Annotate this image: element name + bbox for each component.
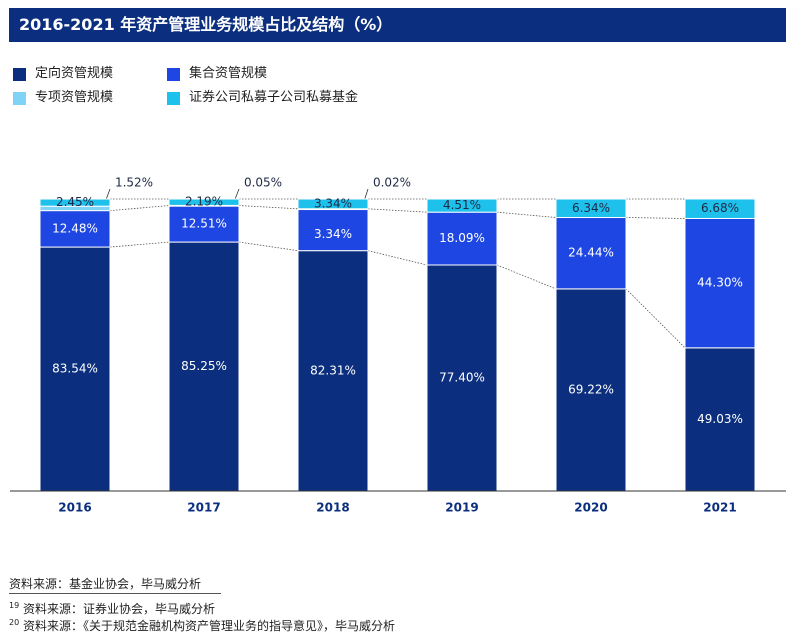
bar-labels: 83.54% 12.48% 2.45% 85.25% 12.51% 2.19% 82.31%…: [52, 176, 743, 426]
legend-item-collective: 集合资管规模: [167, 65, 267, 83]
data-label-directional-2021: 49.03%: [697, 412, 743, 426]
bar-segment-2018-s3: [297, 198, 369, 210]
legend-item-directional: 定向资管规模: [13, 65, 113, 83]
x-tick-label-2018: 2018: [316, 501, 349, 515]
bar-segment-2018-s1: [297, 208, 369, 252]
legend-label-special: 专项资管规模: [35, 90, 114, 105]
legend-label-private-fund: 证券公司私募子公司私募基金: [189, 90, 359, 105]
legend-swatch-collective: [167, 67, 180, 81]
x-tick-label-2017: 2017: [187, 501, 220, 515]
legend-swatch-directional: [13, 67, 26, 81]
bar-segment-2021-s1: [684, 217, 756, 349]
bar-segment-2020-s1: [555, 217, 627, 290]
bar-segment-2017-s3: [168, 198, 240, 206]
data-label-special-2017: 0.05%: [244, 176, 282, 190]
footnote-20: 20 资料来源：《关于规范金融机构资产管理业务的指导意见》，毕马威分析: [9, 617, 395, 634]
bar-segment-2021-s0: [684, 347, 756, 492]
connector-line-0-2: [109, 205, 170, 212]
legend-label-collective: 集合资管规模: [189, 66, 268, 81]
x-tick-label-2021: 2021: [703, 501, 736, 515]
data-label-private-fund-2020: 6.34%: [572, 201, 610, 215]
legend-swatch-private-fund: [167, 91, 180, 105]
data-label-special-2016: 1.52%: [115, 176, 153, 190]
source-divider: [9, 593, 221, 594]
data-label-collective-2018: 3.34%: [314, 227, 352, 241]
stacked-bar-chart: 83.54% 12.48% 2.45% 85.25% 12.51% 2.19% 82.31%…: [10, 176, 786, 515]
footnote-19-mark: 19: [9, 601, 20, 610]
connector-line-4-1: [625, 288, 686, 349]
data-label-collective-2021: 44.30%: [697, 276, 743, 290]
bar-segment-2019-s1: [426, 211, 498, 266]
bar-segment-2021-s3: [684, 198, 756, 219]
bar-segment-2018-s0: [297, 250, 369, 492]
x-tick-label-2016: 2016: [58, 501, 91, 515]
bar-segment-2019-s0: [426, 264, 498, 492]
data-label-special-2018: 0.02%: [373, 176, 411, 190]
footnote-20-mark: 20: [9, 618, 20, 627]
data-label-directional-2019: 77.40%: [439, 370, 485, 384]
connector-line-3-2: [496, 211, 557, 218]
bar-segments: [39, 198, 756, 492]
bar-segment-2016-s0: [39, 246, 111, 492]
bar-segment-2016-s3: [39, 198, 111, 207]
data-label-collective-2016: 12.48%: [52, 221, 98, 235]
x-tick-label-2020: 2020: [574, 501, 607, 515]
connector-line-3-1: [496, 264, 557, 290]
legend-label-directional: 定向资管规模: [35, 66, 114, 81]
data-label-private-fund-2019: 4.51%: [443, 198, 481, 212]
data-label-directional-2020: 69.22%: [568, 382, 614, 396]
x-tick-label-2019: 2019: [445, 501, 478, 515]
bar-segment-2020-s0: [555, 288, 627, 492]
connector-line-2-2: [367, 208, 428, 213]
data-label-directional-2017: 85.25%: [181, 359, 227, 373]
footnote-20-text: 资料来源：《关于规范金融机构资产管理业务的指导意见》，毕马威分析: [23, 619, 396, 633]
data-label-private-fund-2016: 2.45%: [56, 195, 94, 209]
legend-item-special: 专项资管规模: [13, 89, 113, 107]
bar-segment-2019-s3: [426, 198, 498, 213]
data-label-private-fund-2018: 3.34%: [314, 196, 352, 210]
data-label-private-fund-2017: 2.19%: [185, 195, 223, 209]
connector-line-4-2: [625, 217, 686, 219]
bar-segment-2020-s3: [555, 198, 627, 219]
connector-line-2-1: [367, 250, 428, 266]
data-label-collective-2020: 24.44%: [568, 246, 614, 260]
bar-segment-2017-s1: [168, 205, 240, 243]
connector-line-0-1: [109, 241, 170, 248]
data-label-collective-2017: 12.51%: [181, 216, 227, 230]
data-label-collective-2019: 18.09%: [439, 231, 485, 245]
connector-line-1-2: [238, 205, 299, 210]
data-label-directional-2018: 82.31%: [310, 363, 356, 377]
legend-item-private-fund: 证券公司私募子公司私募基金: [167, 89, 358, 107]
data-label-private-fund-2021: 6.68%: [701, 201, 739, 215]
connector-line-1-1: [238, 241, 299, 252]
data-label-directional-2016: 83.54%: [52, 362, 98, 376]
footnote-19: 19 资料来源：证券业协会，毕马威分析: [9, 600, 215, 617]
bar-segment-2017-s0: [168, 241, 240, 492]
source-main: 资料来源：基金业协会，毕马威分析: [9, 577, 202, 591]
footnote-19-text: 资料来源：证券业协会，毕马威分析: [23, 602, 216, 616]
chart-title: 2016-2021 年资产管理业务规模占比及结构（%）: [9, 8, 786, 42]
legend-swatch-special: [13, 91, 26, 105]
